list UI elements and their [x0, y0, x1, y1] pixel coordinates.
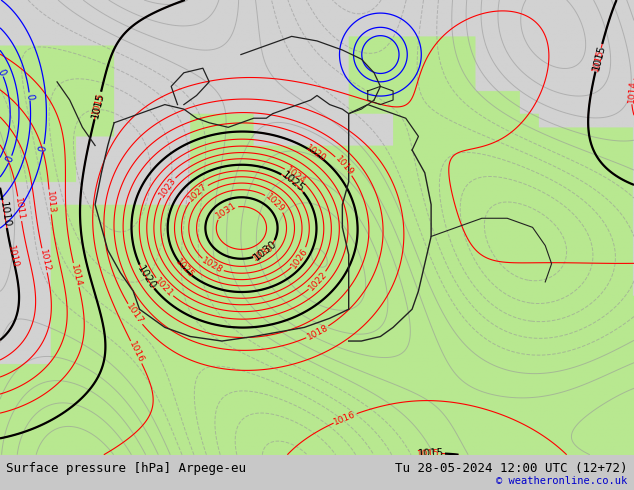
Text: 0: 0	[4, 155, 16, 164]
Text: 1015: 1015	[90, 92, 106, 120]
Text: 1028: 1028	[200, 256, 224, 275]
Text: 0: 0	[24, 93, 35, 100]
Text: 1025: 1025	[173, 257, 195, 280]
Text: 1016: 1016	[127, 340, 145, 365]
Text: 1015: 1015	[91, 91, 105, 116]
Text: 1025: 1025	[280, 170, 306, 195]
Text: 1010: 1010	[6, 245, 20, 269]
Text: 1015: 1015	[417, 448, 444, 459]
Text: 1013: 1013	[44, 190, 56, 214]
Text: 1029: 1029	[264, 192, 287, 214]
Text: 1011: 1011	[13, 196, 26, 221]
Text: 1030: 1030	[252, 239, 279, 263]
Text: 1015: 1015	[591, 48, 605, 72]
Text: 1016: 1016	[333, 410, 358, 427]
Text: 1026: 1026	[289, 246, 310, 270]
Text: 1017: 1017	[124, 302, 145, 326]
Text: 1023: 1023	[157, 175, 178, 199]
Text: 1030: 1030	[250, 243, 275, 263]
Text: 1015: 1015	[591, 44, 607, 72]
Text: 1019: 1019	[333, 154, 355, 177]
Text: 1024: 1024	[283, 165, 307, 186]
Text: 1020: 1020	[135, 263, 157, 291]
Text: 1015: 1015	[417, 449, 441, 459]
Text: Tu 28-05-2024 12:00 UTC (12+72): Tu 28-05-2024 12:00 UTC (12+72)	[395, 462, 628, 475]
Text: 1022: 1022	[307, 270, 329, 292]
Text: 0: 0	[0, 68, 8, 78]
Text: 1012: 1012	[37, 248, 51, 272]
Text: 1021: 1021	[153, 276, 175, 299]
Text: 1014: 1014	[626, 80, 634, 103]
Text: 1014: 1014	[69, 263, 83, 287]
Text: © weatheronline.co.uk: © weatheronline.co.uk	[496, 476, 628, 487]
Text: 1010: 1010	[0, 200, 11, 228]
Text: 1031: 1031	[214, 201, 238, 221]
Text: 1020: 1020	[304, 144, 327, 164]
Text: 1027: 1027	[186, 182, 209, 204]
Text: 0: 0	[38, 144, 49, 152]
Text: Surface pressure [hPa] Arpege-eu: Surface pressure [hPa] Arpege-eu	[6, 462, 247, 475]
Text: 1018: 1018	[305, 323, 330, 342]
